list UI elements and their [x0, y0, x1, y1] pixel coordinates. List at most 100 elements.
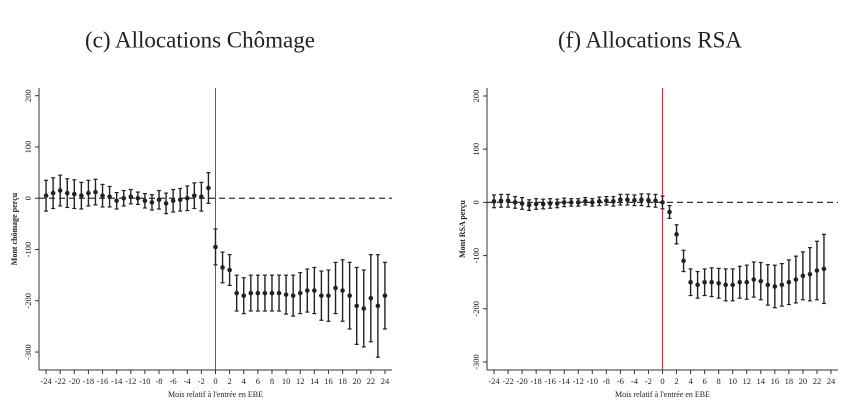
point — [114, 198, 119, 204]
y-tick-label: -300 — [23, 344, 33, 360]
point — [156, 197, 162, 203]
x-tick-label: -14 — [559, 376, 571, 386]
x-tick-label: 6 — [702, 376, 706, 386]
x-tick-label: -24 — [40, 376, 52, 386]
x-tick-label: -8 — [603, 376, 610, 386]
x-tick-label: 14 — [757, 376, 766, 386]
x-tick-label: 12 — [742, 376, 751, 386]
y-tick-label: 100 — [23, 141, 33, 154]
point — [660, 200, 665, 205]
chart-title: (c) Allocations Chômage — [85, 27, 315, 52]
x-tick-label: -18 — [83, 376, 94, 386]
point — [135, 195, 141, 201]
point — [142, 198, 148, 204]
x-tick-label: -20 — [69, 376, 80, 386]
x-tick-label: 4 — [688, 376, 693, 386]
y-tick-label: -100 — [23, 242, 33, 258]
x-tick-label: 22 — [813, 376, 822, 386]
point — [375, 303, 381, 309]
point — [547, 201, 553, 206]
point — [744, 279, 750, 285]
point — [170, 198, 176, 204]
point — [248, 290, 254, 296]
x-tick-label: -18 — [530, 376, 541, 386]
x-tick-label: 6 — [256, 376, 260, 386]
x-tick-label: -10 — [139, 376, 150, 386]
point — [163, 201, 169, 206]
x-tick-label: 24 — [827, 376, 836, 386]
point — [276, 290, 282, 296]
point — [50, 190, 56, 196]
point — [297, 290, 303, 296]
y-axis-label: Mont chômage perçu — [10, 192, 19, 265]
point — [220, 265, 225, 270]
y-tick-label: 0 — [23, 196, 33, 200]
point — [779, 282, 785, 288]
x-tick-label: 4 — [242, 376, 247, 386]
point — [597, 199, 602, 204]
point — [368, 295, 374, 301]
x-tick-label: 10 — [728, 376, 737, 386]
point — [177, 197, 183, 203]
point — [107, 194, 112, 199]
point — [213, 244, 218, 250]
x-tick-label: 2 — [674, 376, 678, 386]
point — [43, 193, 49, 198]
point — [723, 282, 728, 288]
point — [79, 193, 84, 198]
point — [737, 279, 743, 285]
point — [575, 200, 581, 205]
y-tick-label: -200 — [23, 293, 33, 309]
point — [121, 195, 127, 201]
point — [807, 271, 813, 277]
x-tick-label: 20 — [799, 376, 808, 386]
y-tick-label: 100 — [471, 143, 481, 156]
x-tick-label: -14 — [111, 376, 123, 386]
point — [625, 197, 630, 203]
point — [149, 200, 155, 205]
point — [72, 191, 77, 197]
point — [93, 189, 98, 195]
point — [361, 306, 367, 311]
x-tick-label: 0 — [213, 376, 217, 386]
point — [192, 193, 197, 198]
point — [674, 232, 679, 237]
x-tick-label: 8 — [270, 376, 274, 386]
point — [561, 200, 567, 205]
point — [340, 288, 345, 293]
x-tick-label: 22 — [367, 376, 376, 386]
x-tick-label: -12 — [125, 376, 136, 386]
point — [695, 282, 700, 288]
point — [333, 285, 338, 291]
y-tick-label: -200 — [471, 301, 481, 317]
point — [814, 268, 820, 273]
x-tick-label: 2 — [227, 376, 231, 386]
point — [227, 267, 232, 273]
point — [498, 198, 504, 204]
point — [206, 185, 211, 191]
x-tick-label: 18 — [785, 376, 794, 386]
x-tick-label: 14 — [310, 376, 319, 386]
point — [716, 280, 721, 286]
point — [618, 197, 623, 203]
x-tick-label: -4 — [631, 376, 639, 386]
x-tick-label: -24 — [488, 376, 500, 386]
point — [283, 292, 289, 297]
point — [646, 197, 651, 203]
point — [234, 290, 239, 296]
point — [821, 266, 827, 272]
point — [526, 202, 532, 208]
point — [533, 201, 539, 207]
chart-title: (f) Allocations RSA — [558, 27, 742, 52]
point — [590, 200, 595, 205]
point — [128, 194, 134, 199]
x-axis-label: Mois relatif à l'entrée en EBE — [168, 390, 263, 399]
point — [800, 273, 806, 279]
point — [491, 199, 497, 204]
x-axis-label: Mois relatif à l'entrée en EBE — [615, 390, 710, 399]
x-tick-label: 18 — [338, 376, 347, 386]
x-tick-label: -10 — [587, 376, 598, 386]
point — [382, 293, 388, 298]
x-tick-label: -4 — [184, 376, 192, 386]
y-axis-label: Mont RSA perçu — [458, 200, 467, 258]
